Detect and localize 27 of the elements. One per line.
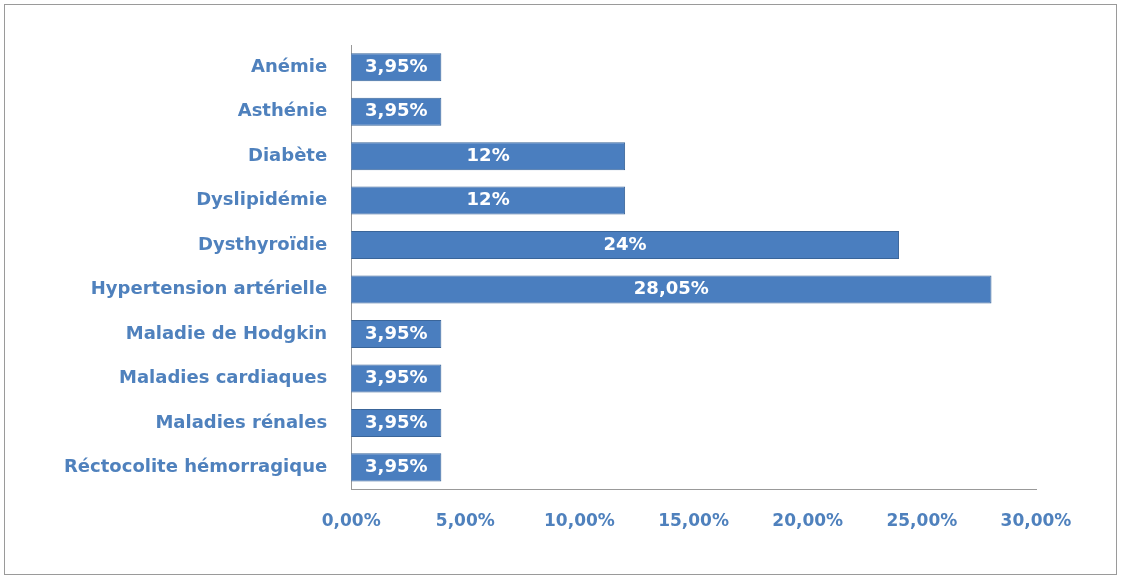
data-label: 3,95% [365, 321, 428, 343]
data-label: 3,95% [365, 410, 428, 432]
x-tick-label: 5,00% [435, 510, 495, 531]
x-tick-label: 15,00% [658, 510, 729, 531]
data-label: 12% [466, 143, 510, 165]
x-tick-label: 10,00% [544, 510, 615, 531]
data-label: 12% [466, 188, 510, 210]
y-tick-label: Dyslipidémie [196, 188, 328, 210]
data-label: 3,95% [365, 455, 428, 477]
x-tick-label: 25,00% [886, 510, 958, 531]
y-tick-label: Anémie [251, 54, 328, 76]
y-tick-label: Maladies cardiaques [119, 366, 328, 388]
x-tick-label: 20,00% [772, 510, 844, 531]
data-label: 3,95% [365, 54, 428, 76]
data-label: 28,05% [633, 277, 709, 299]
y-tick-label: Dysthyroïdie [197, 232, 328, 254]
y-tick-label: Maladies rénales [155, 410, 328, 432]
y-tick-label: Diabète [248, 143, 328, 165]
y-tick-label: Réctocolite hémorragique [64, 455, 328, 477]
y-tick-label: Maladie de Hodgkin [125, 321, 328, 343]
x-tick-label: 30,00% [1000, 510, 1072, 531]
data-label: 3,95% [365, 366, 428, 388]
data-label: 24% [603, 232, 647, 254]
y-tick-label: Asthénie [237, 99, 328, 121]
data-label: 3,95% [365, 99, 428, 121]
x-tick-label: 0,00% [321, 510, 381, 531]
y-tick-label: Hypertension artérielle [90, 277, 328, 299]
